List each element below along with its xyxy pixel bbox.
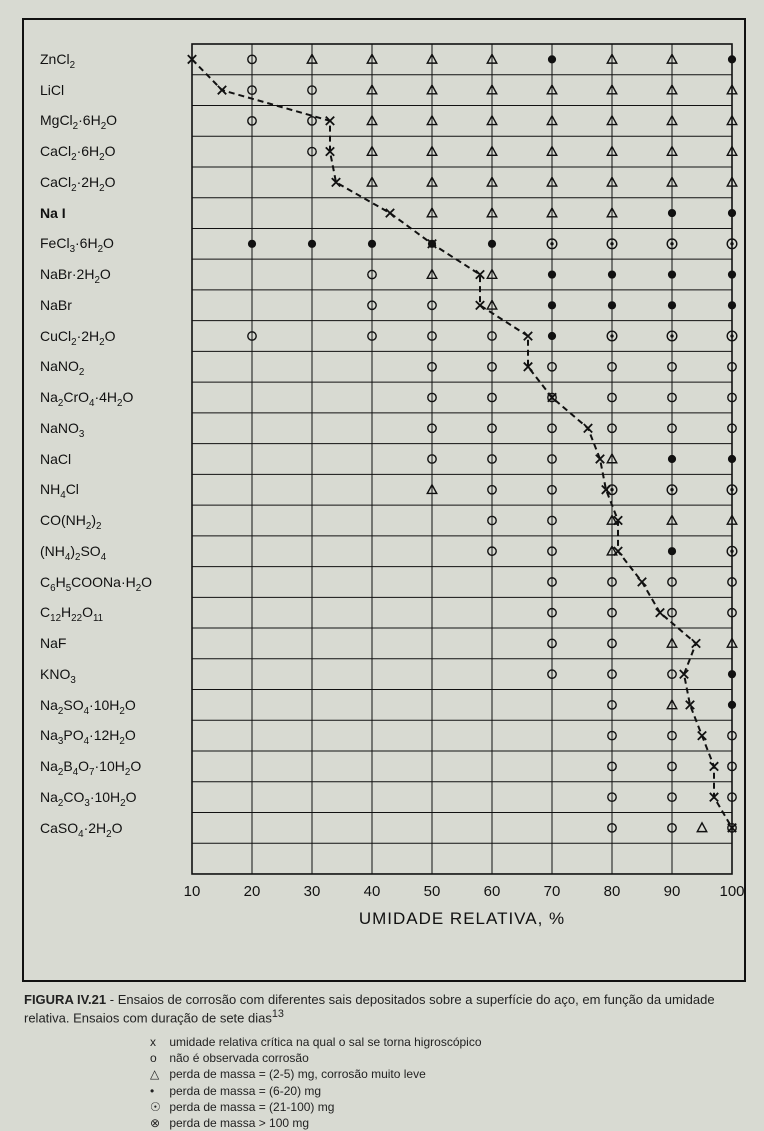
salt-label: Na I xyxy=(40,201,188,226)
salt-label: NaBr xyxy=(40,293,188,318)
salt-label: C12H22O11 xyxy=(40,600,188,631)
svg-text:80: 80 xyxy=(604,883,621,900)
salt-label: NaCl xyxy=(40,447,188,472)
legend-block: x umidade relativa crítica na qual o sal… xyxy=(150,1034,710,1131)
svg-text:70: 70 xyxy=(544,883,561,900)
salt-label: CaSO4·2H2O xyxy=(40,816,188,847)
salt-label: CaCl2·2H2O xyxy=(40,170,188,201)
salt-label: Na2CO3·10H2O xyxy=(40,785,188,816)
svg-text:20: 20 xyxy=(244,883,261,900)
salt-label: CaCl2·6H2O xyxy=(40,139,188,170)
legend-item: ⊗ perda de massa > 100 mg xyxy=(150,1115,710,1131)
salt-label: Na2CrO4·4H2O xyxy=(40,385,188,416)
legend-item: o não é observada corrosão xyxy=(150,1050,710,1066)
figure-label: FIGURA IV.21 xyxy=(24,992,106,1007)
salt-label: CO(NH2)2 xyxy=(40,508,188,539)
legend-item: • perda de massa = (6-20) mg xyxy=(150,1083,710,1099)
legend-item: △ perda de massa = (2-5) mg, corrosão mu… xyxy=(150,1066,710,1082)
svg-text:10: 10 xyxy=(184,883,201,900)
salt-label: NaF xyxy=(40,631,188,656)
salt-label: MgCl2·6H2O xyxy=(40,108,188,139)
salt-label: (NH4)2SO4 xyxy=(40,539,188,570)
corrosion-chart: 10 20 30 40 50 60 70 80 90 100 UMIDADE RELATIVA, %… xyxy=(24,20,744,980)
salt-label: KNO3 xyxy=(40,662,188,693)
salt-label: NaNO3 xyxy=(40,416,188,447)
caption-ref: 13 xyxy=(272,1008,284,1020)
salt-label: NaNO2 xyxy=(40,354,188,385)
salt-label: Na2SO4·10H2O xyxy=(40,693,188,724)
chart-frame: 10 20 30 40 50 60 70 80 90 100 UMIDADE RELATIVA, %… xyxy=(22,18,746,982)
legend-item: x umidade relativa crítica na qual o sal… xyxy=(150,1034,710,1050)
svg-text:60: 60 xyxy=(484,883,501,900)
svg-text:30: 30 xyxy=(304,883,321,900)
salt-label: Na3PO4·12H2O xyxy=(40,723,188,754)
svg-text:40: 40 xyxy=(364,883,381,900)
salt-label: FeCl3·6H2O xyxy=(40,231,188,262)
caption-text: Ensaios de corrosão com diferentes sais … xyxy=(24,992,715,1026)
legend-item: ☉ perda de massa = (21-100) mg xyxy=(150,1099,710,1115)
svg-text:90: 90 xyxy=(664,883,681,900)
salt-label: C6H5COONa·H2O xyxy=(40,570,188,601)
salt-label: NaBr·2H2O xyxy=(40,262,188,293)
salt-label: NH4Cl xyxy=(40,477,188,508)
svg-text:UMIDADE RELATIVA, %: UMIDADE RELATIVA, % xyxy=(359,909,565,928)
svg-text:100: 100 xyxy=(719,883,744,900)
salt-label: CuCl2·2H2O xyxy=(40,324,188,355)
page-root: 10 20 30 40 50 60 70 80 90 100 UMIDADE RELATIVA, %… xyxy=(0,0,764,1120)
figure-caption: FIGURA IV.21 - Ensaios de corrosão com d… xyxy=(24,992,740,1027)
salt-label: Na2B4O7·10H2O xyxy=(40,754,188,785)
salt-label: LiCl xyxy=(40,78,188,103)
salt-label: ZnCl2 xyxy=(40,47,188,78)
svg-text:50: 50 xyxy=(424,883,441,900)
